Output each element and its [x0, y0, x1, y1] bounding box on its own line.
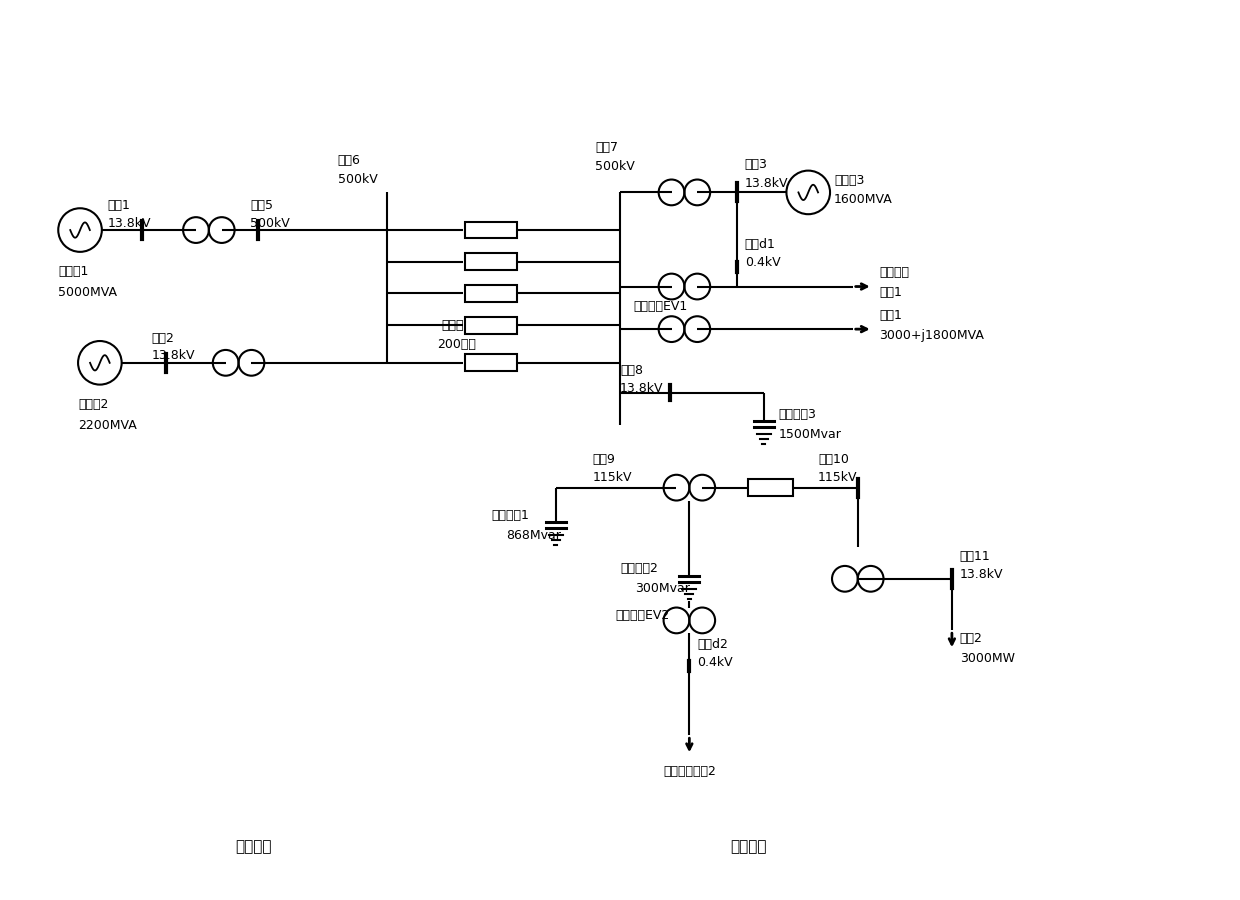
Text: 2200MVA: 2200MVA	[78, 418, 136, 432]
Text: 电动汽车: 电动汽车	[879, 266, 910, 279]
Text: 母线3: 母线3	[745, 158, 768, 171]
Text: 3000+j1800MVA: 3000+j1800MVA	[879, 328, 985, 342]
Text: 负荷1: 负荷1	[879, 309, 903, 322]
Bar	[465, 285, 517, 302]
Bar	[465, 317, 517, 334]
Text: 负荷1: 负荷1	[879, 286, 903, 299]
Text: 充放电站EV2: 充放电站EV2	[615, 609, 670, 622]
Text: 电容器组1: 电容器组1	[491, 508, 529, 522]
Text: 母线8: 母线8	[620, 364, 644, 377]
Text: 母线9: 母线9	[593, 454, 615, 466]
Text: 母线5: 母线5	[250, 199, 274, 212]
Text: 115kV: 115kV	[593, 472, 631, 484]
Text: 1500Mvar: 1500Mvar	[779, 428, 842, 441]
Text: 电动汽车负荷2: 电动汽车负荷2	[663, 766, 715, 778]
Text: 母线d2: 母线d2	[697, 638, 728, 651]
Text: 负荷区域: 负荷区域	[730, 839, 768, 854]
Text: 母线10: 母线10	[818, 454, 849, 466]
Text: 母线7: 母线7	[595, 141, 619, 154]
Text: 母线1: 母线1	[108, 199, 130, 212]
Text: 负荷2: 负荷2	[960, 632, 982, 644]
Text: 1600MVA: 1600MVA	[835, 193, 893, 206]
Bar	[465, 355, 517, 371]
Text: 输电线路: 输电线路	[441, 319, 471, 332]
Bar	[465, 221, 517, 239]
Text: 发电机2: 发电机2	[78, 398, 108, 411]
Text: 母线11: 母线11	[960, 551, 991, 563]
Bar	[465, 253, 517, 270]
Text: 13.8kV: 13.8kV	[151, 349, 195, 363]
Text: 200公里: 200公里	[436, 338, 476, 352]
Text: 500kV: 500kV	[595, 160, 635, 173]
Text: 868Mvar: 868Mvar	[506, 528, 560, 542]
Text: 电容器组2: 电容器组2	[620, 562, 658, 575]
Text: 0.4kV: 0.4kV	[697, 655, 733, 669]
Text: 发电机1: 发电机1	[58, 266, 88, 278]
Text: 5000MVA: 5000MVA	[58, 286, 118, 299]
Text: 充放电站EV1: 充放电站EV1	[632, 300, 687, 313]
Bar	[748, 479, 792, 496]
Text: 115kV: 115kV	[818, 472, 858, 484]
Text: 13.8kV: 13.8kV	[108, 217, 151, 230]
Text: 500kV: 500kV	[250, 217, 290, 230]
Text: 300Mvar: 300Mvar	[635, 582, 689, 595]
Text: 13.8kV: 13.8kV	[960, 568, 1003, 581]
Text: 母线2: 母线2	[151, 331, 175, 345]
Text: 电容器组3: 电容器组3	[779, 408, 816, 421]
Text: 0.4kV: 0.4kV	[745, 256, 780, 269]
Text: 3000MW: 3000MW	[960, 652, 1014, 664]
Text: 母线d1: 母线d1	[745, 238, 776, 251]
Text: 13.8kV: 13.8kV	[620, 382, 663, 395]
Text: 母线6: 母线6	[337, 154, 361, 167]
Text: 13.8kV: 13.8kV	[745, 177, 789, 190]
Text: 发电机3: 发电机3	[835, 174, 864, 187]
Text: 500kV: 500kV	[337, 173, 377, 186]
Text: 输电区域: 输电区域	[236, 839, 272, 854]
